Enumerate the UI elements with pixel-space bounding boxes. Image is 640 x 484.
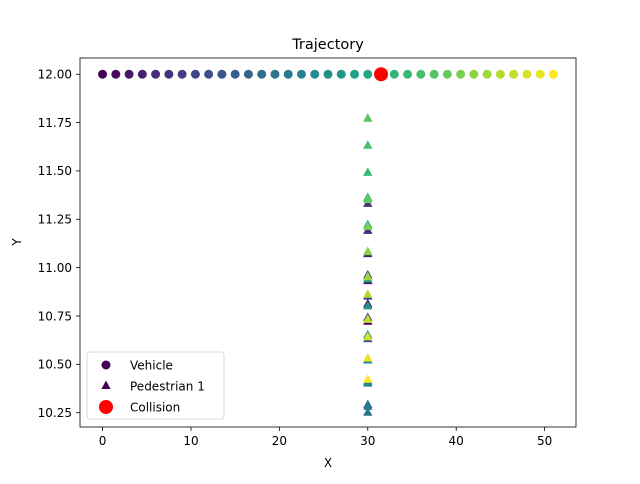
pedestrian-point bbox=[363, 271, 373, 281]
pedestrian-point bbox=[363, 374, 373, 383]
vehicle-point bbox=[190, 69, 200, 79]
vehicle-point bbox=[283, 69, 293, 79]
vehicle-point bbox=[164, 69, 174, 79]
vehicle-point bbox=[323, 69, 333, 79]
vehicle-point bbox=[336, 69, 346, 79]
y-tick-label: 12.00 bbox=[38, 68, 72, 82]
plot-frame bbox=[79, 57, 577, 428]
vehicle-point bbox=[257, 69, 267, 79]
y-tick-label: 10.25 bbox=[38, 406, 72, 420]
pedestrian-point bbox=[363, 221, 373, 231]
legend-label-vehicle: Vehicle bbox=[130, 359, 173, 373]
vehicle-point bbox=[429, 69, 439, 79]
pedestrian-point bbox=[363, 401, 373, 410]
vehicle-point bbox=[151, 69, 161, 79]
vehicle-point bbox=[535, 69, 545, 79]
x-tick-label: 10 bbox=[183, 434, 198, 448]
vehicle-point bbox=[456, 69, 466, 79]
x-tick-label: 0 bbox=[99, 434, 107, 448]
y-axis-label: Y bbox=[10, 238, 24, 247]
pedestrian-point bbox=[363, 167, 373, 176]
vehicle-point bbox=[137, 69, 147, 79]
x-tick-label: 30 bbox=[360, 434, 375, 448]
vehicle-point bbox=[389, 69, 399, 79]
y-tick-label: 11.75 bbox=[38, 116, 72, 130]
x-tick-label: 40 bbox=[449, 434, 464, 448]
pedestrian-point bbox=[363, 194, 373, 203]
legend: Vehicle Pedestrian 1 Collision bbox=[86, 351, 225, 420]
y-tick-label: 11.50 bbox=[38, 164, 72, 178]
y-tick-label: 10.50 bbox=[38, 358, 72, 372]
pedestrian-point bbox=[363, 314, 373, 323]
pedestrian-point bbox=[363, 331, 373, 341]
vehicle-point bbox=[403, 69, 413, 79]
vehicle-point bbox=[495, 69, 505, 79]
vehicle-point bbox=[230, 69, 240, 79]
vehicle-point bbox=[124, 69, 134, 79]
x-tick-label: 50 bbox=[537, 434, 552, 448]
collision-point bbox=[374, 67, 389, 82]
vehicle-point bbox=[482, 69, 492, 79]
vehicle-point bbox=[363, 69, 373, 79]
chart-title: Trajectory bbox=[291, 37, 364, 53]
y-tick-label: 11.25 bbox=[38, 213, 72, 227]
vehicle-point bbox=[522, 69, 532, 79]
vehicle-point bbox=[509, 69, 519, 79]
vehicle-point bbox=[98, 69, 108, 79]
x-axis-label: X bbox=[324, 456, 332, 470]
pedestrian-point bbox=[363, 300, 373, 310]
vehicle-point bbox=[270, 69, 280, 79]
vehicle-point bbox=[548, 69, 558, 79]
legend-marker-vehicle bbox=[101, 360, 111, 370]
vehicle-point bbox=[416, 69, 426, 79]
vehicle-point bbox=[111, 69, 121, 79]
pedestrian-point bbox=[363, 353, 373, 362]
legend-label-collision: Collision bbox=[130, 401, 180, 415]
pedestrian-point bbox=[363, 246, 373, 256]
legend-marker-pedestrian bbox=[101, 380, 111, 389]
x-tick-label: 20 bbox=[272, 434, 287, 448]
pedestrian-point bbox=[363, 140, 373, 149]
legend-label-pedestrian: Pedestrian 1 bbox=[130, 380, 205, 394]
pedestrian-point bbox=[363, 407, 373, 416]
y-tick-label: 11.00 bbox=[38, 261, 72, 275]
vehicle-point bbox=[243, 69, 253, 79]
vehicle-point bbox=[204, 69, 214, 79]
pedestrian-point bbox=[363, 113, 373, 122]
vehicle-point bbox=[177, 69, 187, 79]
vehicle-point bbox=[296, 69, 306, 79]
vehicle-point bbox=[350, 69, 360, 79]
vehicle-point bbox=[217, 69, 227, 79]
vehicle-point bbox=[310, 69, 320, 79]
vehicle-point bbox=[442, 69, 452, 79]
vehicle-point bbox=[469, 69, 479, 79]
pedestrian-point bbox=[363, 289, 373, 298]
legend-box bbox=[86, 351, 225, 420]
legend-marker-collision bbox=[99, 400, 113, 414]
y-tick-label: 10.75 bbox=[38, 309, 72, 323]
